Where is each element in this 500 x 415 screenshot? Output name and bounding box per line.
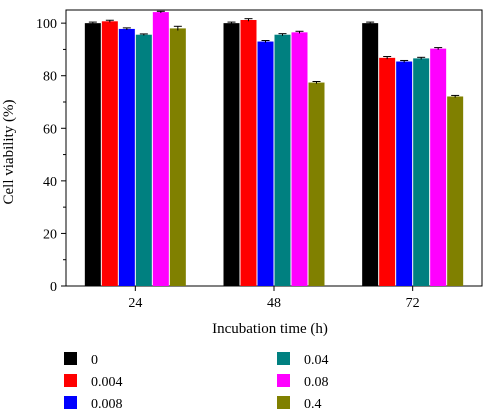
bar <box>413 58 430 286</box>
legend-label: 0 <box>91 353 98 368</box>
y-axis-label: Cell viability (%) <box>1 100 17 205</box>
legend-swatch <box>64 374 77 387</box>
legend-label: 0.004 <box>91 375 123 390</box>
y-tick-label: 0 <box>50 280 57 295</box>
bar <box>308 82 325 286</box>
bar <box>257 41 274 286</box>
bar <box>169 28 186 287</box>
x-axis-label: Incubation time (h) <box>212 321 328 337</box>
x-tick-label: 72 <box>406 296 420 311</box>
legend-swatch <box>277 374 290 387</box>
legend-swatch <box>277 396 290 409</box>
legend-label: 0.08 <box>304 375 329 390</box>
legend: 0 0.004 0.008 0.04 0.08 0.4 <box>64 352 329 412</box>
bar <box>430 48 447 286</box>
bars-layer <box>84 10 464 287</box>
x-tick-label: 48 <box>267 296 281 311</box>
y-tick-label: 40 <box>43 175 57 190</box>
y-axis: 0 20 40 60 80 100 <box>36 17 66 295</box>
x-axis: 24 48 72 <box>128 286 420 311</box>
legend-swatch <box>64 352 77 365</box>
bar <box>291 32 308 286</box>
bar <box>396 61 413 286</box>
legend-label: 0.4 <box>304 397 322 412</box>
bar <box>274 34 291 286</box>
bar <box>223 23 240 287</box>
bar <box>379 57 396 287</box>
legend-swatch <box>64 396 77 409</box>
y-tick-label: 100 <box>36 17 57 32</box>
legend-label: 0.008 <box>91 397 123 412</box>
bar <box>84 23 101 287</box>
x-tick-label: 24 <box>128 296 142 311</box>
legend-label: 0.04 <box>304 353 329 368</box>
bar <box>152 12 169 287</box>
bar <box>362 23 379 287</box>
bar <box>101 21 118 286</box>
y-tick-label: 60 <box>43 122 57 137</box>
bar <box>118 28 135 286</box>
legend-swatch <box>277 352 290 365</box>
y-tick-label: 20 <box>43 227 57 242</box>
bar <box>447 96 464 286</box>
bar <box>240 19 257 286</box>
bar <box>135 34 152 286</box>
y-tick-label: 80 <box>43 70 57 85</box>
